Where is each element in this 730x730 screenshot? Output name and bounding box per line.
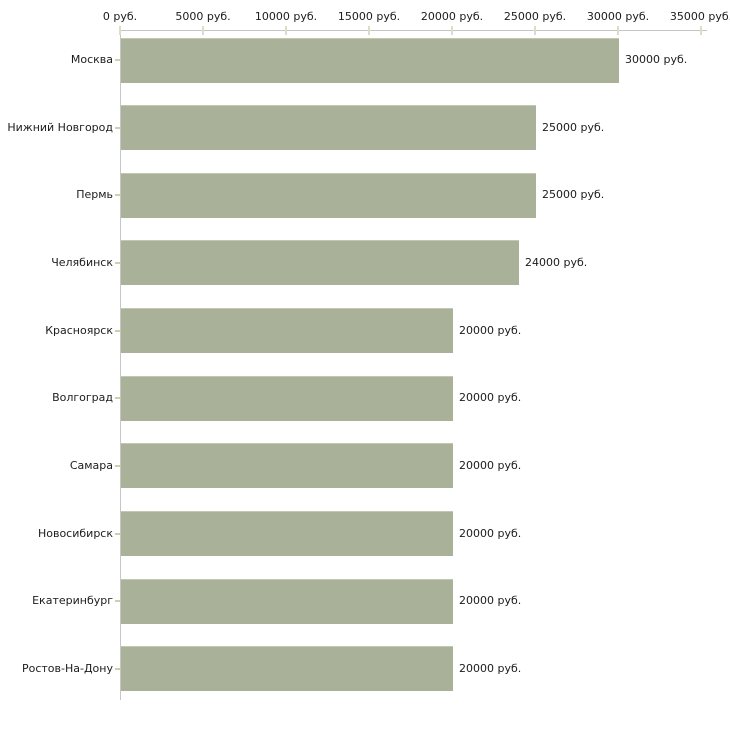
bar-пермь bbox=[121, 173, 536, 218]
category-label: Новосибирск bbox=[37, 527, 113, 540]
y-axis-tick bbox=[115, 127, 120, 129]
bar-value-label: 20000 руб. bbox=[459, 594, 522, 607]
bar-самара bbox=[121, 443, 453, 488]
x-axis-tick-label: 15000 руб. bbox=[337, 10, 401, 23]
bar-value-label: 20000 руб. bbox=[459, 527, 522, 540]
bar-ростов-на-дону bbox=[121, 646, 453, 691]
category-label: Красноярск bbox=[45, 324, 113, 337]
y-axis-tick bbox=[115, 668, 120, 670]
bar-красноярск bbox=[121, 308, 453, 353]
x-axis-tick bbox=[285, 26, 287, 35]
x-axis-tick bbox=[534, 26, 536, 35]
bar-value-label: 30000 руб. bbox=[625, 53, 688, 66]
bar-value-label: 20000 руб. bbox=[459, 459, 522, 472]
bar-москва bbox=[121, 38, 619, 83]
bar-челябинск bbox=[121, 240, 519, 285]
y-axis-tick bbox=[115, 533, 120, 535]
category-label: Москва bbox=[70, 53, 113, 66]
bar-value-label: 25000 руб. bbox=[542, 188, 605, 201]
category-label: Волгоград bbox=[52, 391, 113, 404]
x-axis-tick-label: 0 руб. bbox=[102, 10, 138, 23]
y-axis-tick bbox=[115, 262, 120, 264]
bar-value-label: 20000 руб. bbox=[459, 662, 522, 675]
x-axis-line bbox=[120, 30, 707, 31]
category-label: Нижний Новгород bbox=[7, 121, 113, 134]
x-axis-tick-label: 30000 руб. bbox=[586, 10, 650, 23]
x-axis-tick bbox=[202, 26, 204, 35]
bar-value-label: 25000 руб. bbox=[542, 121, 605, 134]
category-label: Екатеринбург bbox=[32, 594, 113, 607]
bar-волгоград bbox=[121, 376, 453, 421]
category-label: Самара bbox=[69, 459, 113, 472]
y-axis-tick bbox=[115, 397, 120, 399]
category-label: Пермь bbox=[76, 188, 113, 201]
x-axis-tick-label: 25000 руб. bbox=[503, 10, 567, 23]
y-axis-tick bbox=[115, 465, 120, 467]
category-label: Челябинск bbox=[51, 256, 113, 269]
bar-value-label: 20000 руб. bbox=[459, 324, 522, 337]
x-axis-tick bbox=[617, 26, 619, 35]
bar-value-label: 24000 руб. bbox=[525, 256, 588, 269]
x-axis-tick-label: 35000 руб. bbox=[669, 10, 730, 23]
category-label: Ростов-На-Дону bbox=[21, 662, 113, 675]
x-axis-tick-label: 10000 руб. bbox=[254, 10, 318, 23]
y-axis-tick bbox=[115, 330, 120, 332]
x-axis-tick bbox=[700, 26, 702, 35]
x-axis-tick-label: 5000 руб. bbox=[175, 10, 231, 23]
x-axis-tick bbox=[368, 26, 370, 35]
bar-новосибирск bbox=[121, 511, 453, 556]
y-axis-tick bbox=[115, 59, 120, 61]
y-axis-tick bbox=[115, 600, 120, 602]
x-axis-tick bbox=[451, 26, 453, 35]
y-axis-tick bbox=[115, 194, 120, 196]
x-axis-tick bbox=[119, 26, 121, 35]
y-axis-line bbox=[120, 30, 121, 700]
bar-екатеринбург bbox=[121, 579, 453, 624]
bar-нижний-новгород bbox=[121, 105, 536, 150]
x-axis-tick-label: 20000 руб. bbox=[420, 10, 484, 23]
bar-value-label: 20000 руб. bbox=[459, 391, 522, 404]
